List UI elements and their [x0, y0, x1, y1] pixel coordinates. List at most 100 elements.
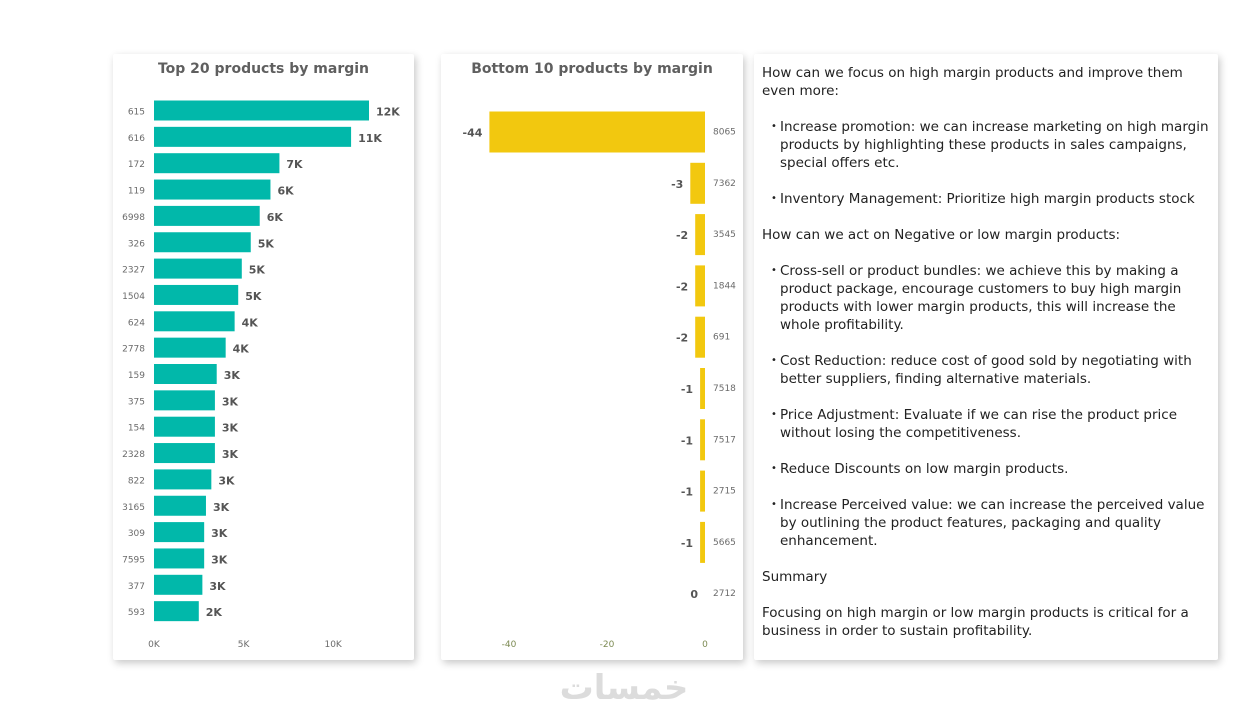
data-label: -2: [676, 280, 688, 293]
data-label: 3K: [211, 553, 228, 566]
data-label: -44: [463, 127, 483, 140]
bar: [154, 179, 271, 200]
category-label: 6998: [122, 213, 145, 223]
bar: [489, 111, 705, 153]
x-tick-label: 0K: [148, 640, 161, 650]
data-label: -2: [676, 229, 688, 242]
bar: [154, 337, 226, 358]
bar: [700, 368, 705, 409]
data-label: 0: [690, 588, 698, 601]
list-item: Increase promotion: we can increase mark…: [771, 118, 1214, 172]
bottom-products-chart: -44 8065 -3 7362 -2 3545 -2 1844 -2 691 -1 7518 -1 75…: [463, 111, 736, 650]
bar: [154, 495, 206, 516]
bar: [154, 284, 239, 305]
bar: [700, 470, 705, 512]
category-label: 2715: [713, 487, 736, 497]
high-margin-list: Increase promotion: we can increase mark…: [762, 118, 1214, 208]
bar: [154, 416, 215, 437]
x-tick-label: -40: [502, 640, 517, 650]
list-item: Cost Reduction: reduce cost of good sold…: [771, 352, 1214, 388]
category-label: 2328: [122, 450, 145, 460]
data-label: 4K: [233, 343, 250, 356]
question-high-margin: How can we focus on high margin products…: [762, 65, 1183, 99]
top-products-chart: 615 12K 616 11K 172 7K 119 6K 6998 6K 326 5K 2327 5K 1…: [122, 100, 400, 650]
category-label: 172: [128, 160, 145, 170]
bar: [154, 548, 205, 569]
category-label: 309: [128, 529, 145, 539]
data-label: 6K: [267, 211, 284, 224]
category-label: 7517: [713, 435, 736, 445]
data-label: -3: [671, 178, 683, 191]
bar: [154, 390, 215, 411]
data-label: 5K: [245, 290, 262, 303]
bar: [700, 419, 705, 461]
low-margin-list: Cross-sell or product bundles: we achiev…: [762, 262, 1214, 550]
insights-text-card: How can we focus on high margin products…: [754, 54, 1218, 660]
category-label: 5665: [713, 538, 736, 548]
category-label: 1844: [713, 281, 736, 291]
bar: [154, 443, 215, 464]
data-label: 3K: [213, 501, 230, 514]
category-label: 377: [128, 582, 145, 592]
category-label: 326: [128, 239, 145, 249]
category-label: 691: [713, 333, 730, 343]
category-label: 3165: [122, 503, 145, 513]
watermark-logo: خمسات: [559, 668, 689, 708]
bar: [154, 469, 212, 490]
bar: [154, 232, 251, 253]
data-label: 7K: [286, 158, 303, 171]
data-label: 11K: [358, 132, 382, 145]
data-label: 2K: [206, 606, 223, 619]
summary-text: Focusing on high margin or low margin pr…: [762, 605, 1189, 639]
data-label: 3K: [222, 422, 239, 435]
bar: [154, 258, 242, 279]
bar: [154, 574, 203, 595]
category-label: 119: [128, 187, 145, 197]
data-label: 12K: [376, 106, 400, 119]
x-tick-label: 0: [702, 640, 708, 650]
category-label: 159: [128, 371, 145, 381]
category-label: 615: [128, 108, 145, 118]
data-label: 3K: [209, 580, 226, 593]
category-label: 2778: [122, 345, 145, 355]
bar: [700, 521, 705, 563]
category-label: 3545: [713, 230, 736, 240]
category-label: 8065: [713, 128, 736, 138]
data-label: 3K: [222, 395, 239, 408]
category-label: 2712: [713, 589, 736, 599]
data-label: 5K: [249, 264, 266, 277]
bar: [154, 601, 199, 622]
x-tick-label: 10K: [324, 640, 342, 650]
insights-text: How can we focus on high margin products…: [762, 64, 1214, 658]
bar: [690, 162, 705, 204]
bar: [695, 316, 705, 358]
data-label: -1: [681, 537, 693, 550]
category-label: 2327: [122, 266, 145, 276]
category-label: 624: [128, 318, 145, 328]
list-item: Inventory Management: Prioritize high ma…: [771, 190, 1214, 208]
list-item: Reduce Discounts on low margin products.: [771, 460, 1214, 478]
category-label: 7595: [122, 555, 145, 565]
bottom-chart-title: Bottom 10 products by margin: [471, 61, 713, 77]
bar: [154, 126, 352, 147]
list-item: Price Adjustment: Evaluate if we can ris…: [771, 406, 1214, 442]
list-item: Increase Perceived value: we can increas…: [771, 496, 1214, 550]
bar: [154, 311, 235, 332]
category-label: 1504: [122, 292, 145, 302]
top-chart-title: Top 20 products by margin: [157, 61, 370, 77]
x-tick-label: -20: [600, 640, 615, 650]
bar: [154, 364, 217, 384]
category-label: 154: [128, 424, 145, 434]
category-label: 822: [128, 476, 145, 486]
data-label: 3K: [222, 448, 239, 461]
category-label: 593: [128, 608, 145, 618]
data-label: -2: [676, 332, 688, 345]
question-low-margin: How can we act on Negative or low margin…: [762, 227, 1121, 243]
bar: [154, 522, 205, 543]
x-tick-label: 5K: [238, 640, 251, 650]
category-label: 7518: [713, 384, 736, 394]
category-label: 616: [128, 134, 145, 144]
list-item: Cross-sell or product bundles: we achiev…: [771, 262, 1214, 334]
bar: [695, 265, 705, 307]
category-label: 7362: [713, 179, 736, 189]
